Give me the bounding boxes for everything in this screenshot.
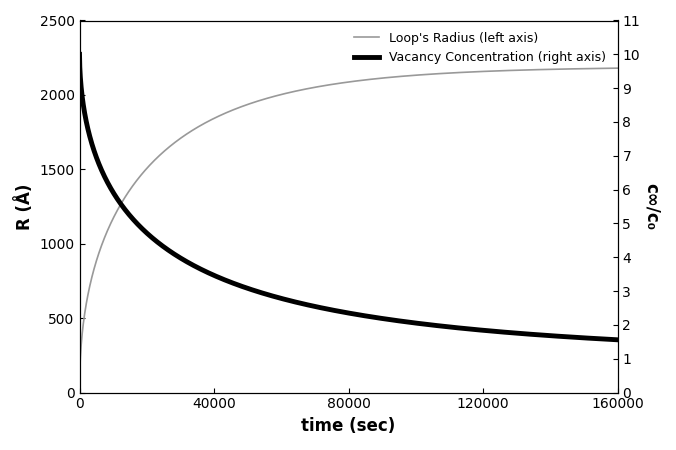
Loop's Radius (left axis) (103, 229, 111, 234)
Loop's Radius (left axis) (598, 66, 606, 71)
Vacancy Concentration (right axis) (598, 336, 606, 342)
Line: Loop's Radius (left axis): Loop's Radius (left axis) (80, 68, 618, 392)
Loop's Radius (left axis) (337, 81, 345, 86)
Loop's Radius (left axis) (323, 82, 331, 88)
Loop's Radius (left axis) (76, 390, 84, 395)
Vacancy Concentration (right axis) (103, 179, 111, 184)
Loop's Radius (left axis) (614, 65, 622, 71)
Loop's Radius (left axis) (598, 66, 606, 71)
Loop's Radius (left axis) (499, 68, 507, 73)
Vacancy Concentration (right axis) (337, 309, 345, 315)
Vacancy Concentration (right axis) (598, 336, 606, 342)
Vacancy Concentration (right axis) (614, 337, 622, 342)
Vacancy Concentration (right axis) (499, 329, 507, 335)
Y-axis label: R (Å): R (Å) (15, 183, 34, 230)
X-axis label: time (sec): time (sec) (301, 417, 395, 435)
Line: Vacancy Concentration (right axis): Vacancy Concentration (right axis) (80, 54, 618, 340)
Y-axis label: c∞/c₀: c∞/c₀ (643, 183, 661, 230)
Vacancy Concentration (right axis) (323, 306, 331, 312)
Legend: Loop's Radius (left axis), Vacancy Concentration (right axis): Loop's Radius (left axis), Vacancy Conce… (349, 27, 611, 69)
Vacancy Concentration (right axis) (76, 52, 84, 57)
